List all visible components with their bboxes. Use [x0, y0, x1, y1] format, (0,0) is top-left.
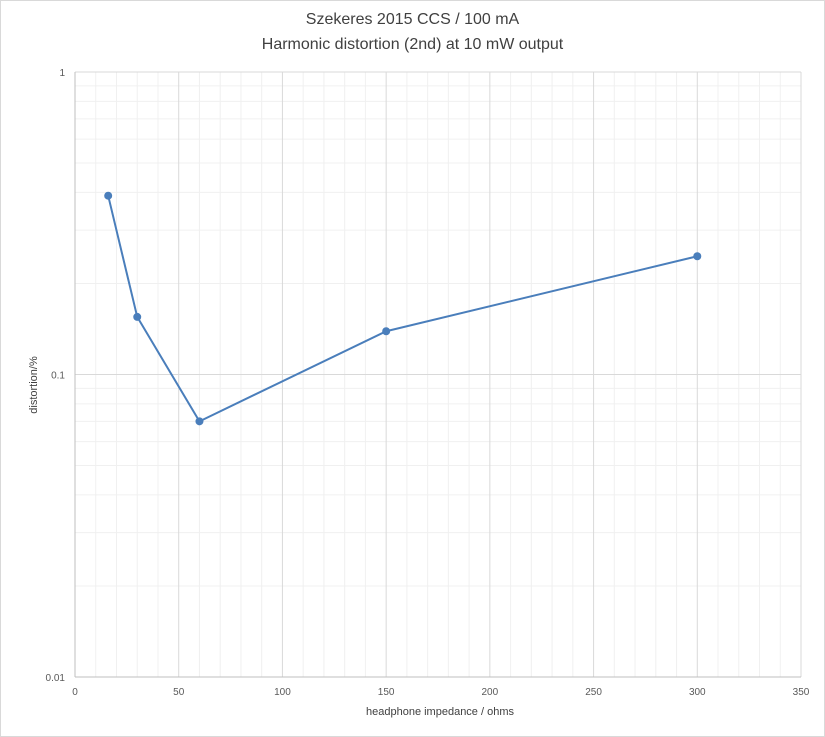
- series-line: [107, 195, 698, 423]
- x-tick-label: 350: [793, 687, 810, 698]
- x-tick-label: 200: [482, 687, 499, 698]
- y-tick-label: 1: [59, 68, 65, 79]
- data-point: [104, 191, 113, 200]
- y-axis-label: distortion/%: [28, 356, 40, 414]
- y-tick-label: 0.01: [46, 673, 66, 684]
- data-series: [104, 191, 702, 426]
- chart-title: Szekeres 2015 CCS / 100 mA: [305, 11, 520, 28]
- data-point: [693, 252, 702, 261]
- x-axis-label: headphone impedance / ohms: [366, 706, 514, 718]
- y-tick-label: 0.1: [51, 371, 65, 382]
- data-point: [133, 312, 142, 321]
- x-tick-label: 250: [585, 687, 602, 698]
- x-tick-label: 100: [274, 687, 291, 698]
- x-tick-label: 300: [689, 687, 706, 698]
- x-tick-label: 50: [173, 687, 185, 698]
- data-point: [382, 327, 391, 336]
- x-tick-label: 150: [378, 687, 395, 698]
- x-tick-label: 0: [72, 687, 78, 698]
- chart-subtitle: Harmonic distortion (2nd) at 10 mW outpu…: [261, 36, 564, 53]
- tick-labels: 0 50 100 150 200 250 300 350 0.01 0.1 1: [46, 68, 810, 698]
- axes: [74, 72, 801, 678]
- data-point: [195, 417, 204, 426]
